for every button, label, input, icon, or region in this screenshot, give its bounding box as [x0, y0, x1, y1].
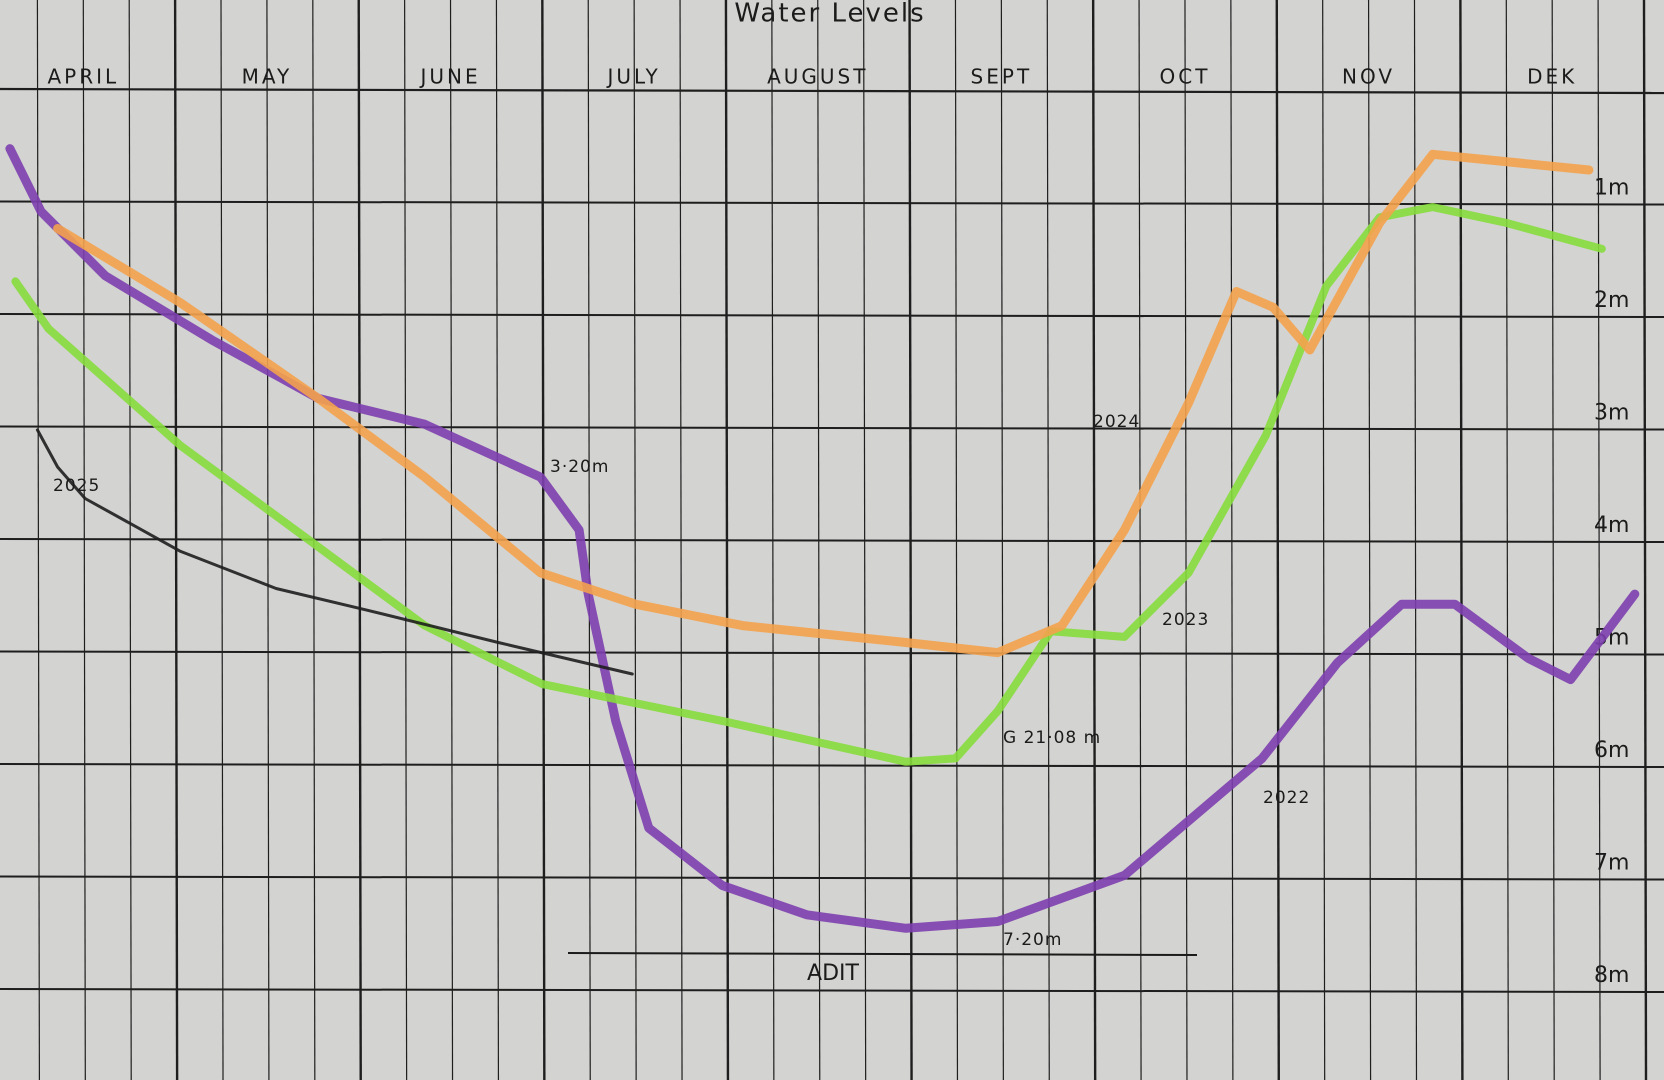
series-line	[11, 203, 1606, 766]
month-divider	[1459, 0, 1464, 1080]
grid-line	[0, 763, 1664, 768]
grid-line	[0, 650, 1664, 656]
grid-line	[0, 538, 1664, 543]
chart-title: Water Levels	[734, 0, 925, 29]
series-label: 2024	[1093, 412, 1140, 432]
annotation: 7·20m	[1003, 930, 1062, 950]
week-line	[1184, 0, 1188, 1080]
series-line	[35, 428, 634, 676]
week-line	[1551, 0, 1555, 1080]
month-divider	[1275, 0, 1280, 1080]
y-tick-label: 7m	[1594, 851, 1629, 876]
x-tick-label: JULY	[606, 65, 661, 89]
series-label: 2022	[1263, 788, 1310, 808]
annotation: ADIT	[807, 961, 859, 986]
grid-line	[0, 425, 1664, 431]
series-label: 2023	[1162, 610, 1209, 630]
week-line	[1230, 0, 1234, 1080]
y-tick-label: 3m	[1594, 401, 1629, 426]
x-tick-label: DEK	[1527, 65, 1577, 89]
week-line	[1413, 0, 1418, 1080]
series-line	[53, 149, 1594, 658]
week-line	[1138, 0, 1142, 1080]
x-tick-label: JUNE	[418, 65, 480, 89]
header-line	[0, 87, 1664, 95]
grid-line	[0, 988, 1664, 993]
y-tick-label: 4m	[1594, 513, 1629, 538]
y-tick-label: 6m	[1594, 738, 1629, 763]
annotation: G 21·08 m	[1003, 728, 1101, 748]
annotation: 3·20m	[550, 457, 609, 477]
week-line	[1367, 0, 1372, 1080]
week-line	[1322, 0, 1326, 1080]
grid-line	[0, 313, 1664, 318]
x-tick-label: AUGUST	[767, 65, 868, 89]
x-tick-label: SEPT	[971, 65, 1033, 89]
y-tick-label: 1m	[1594, 176, 1629, 201]
series-label: 2025	[53, 476, 100, 496]
grid-line	[0, 875, 1664, 881]
x-tick-label: APRIL	[47, 65, 119, 89]
y-tick-label: 8m	[1594, 963, 1629, 988]
y-tick-label: 2m	[1594, 288, 1629, 313]
month-divider	[1642, 0, 1648, 1080]
week-line	[1597, 0, 1601, 1080]
grid-line	[0, 200, 1664, 206]
x-tick-label: NOV	[1342, 65, 1395, 89]
series-line	[5, 144, 1640, 933]
x-tick-label: OCT	[1160, 65, 1211, 89]
x-tick-label: MAY	[242, 65, 293, 89]
week-line	[1505, 0, 1509, 1080]
adit-line	[567, 952, 1198, 956]
